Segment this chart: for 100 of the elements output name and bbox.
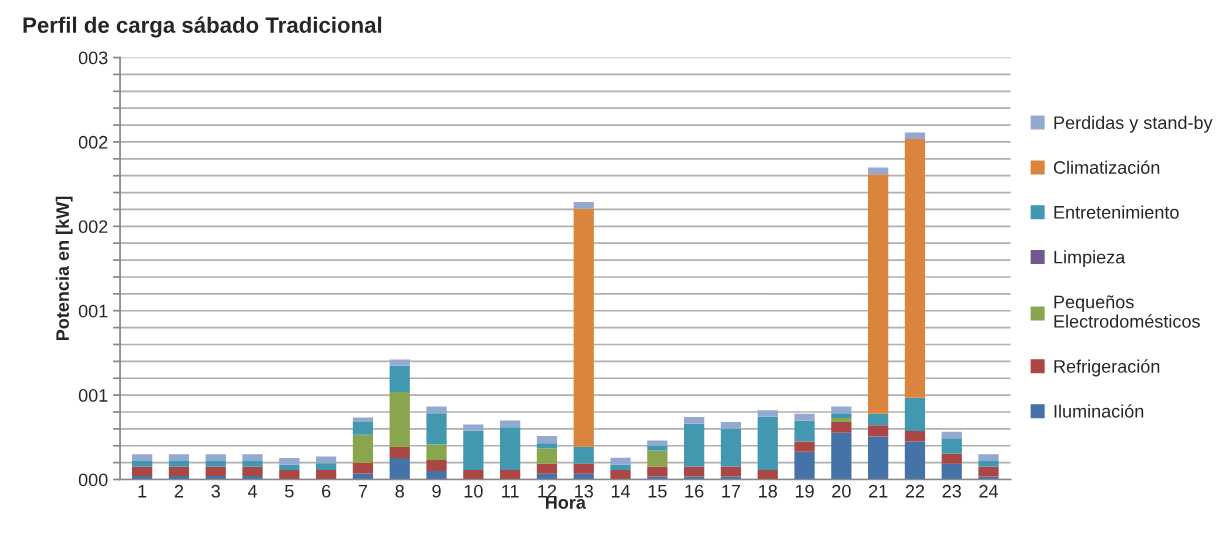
legend-label: Refrigeración	[1054, 359, 1160, 377]
x-tick-label: 21	[869, 484, 888, 498]
x-tick-label: 8	[395, 484, 404, 498]
bar	[132, 454, 153, 461]
bar	[941, 453, 962, 464]
x-tick-label: 17	[722, 485, 741, 498]
bar	[279, 464, 300, 470]
x-tick-label: 7	[358, 485, 368, 498]
x-tick-label: 12	[538, 484, 557, 498]
bar	[536, 436, 558, 444]
bar	[316, 463, 337, 470]
bar	[352, 462, 374, 474]
bar	[610, 457, 631, 465]
bar	[168, 466, 190, 477]
bar	[500, 469, 521, 480]
bar	[941, 438, 962, 454]
bar	[904, 139, 926, 398]
bar	[426, 470, 447, 480]
bar	[720, 476, 742, 480]
x-tick-label: 19	[795, 484, 814, 498]
bar	[794, 451, 815, 480]
bar	[463, 430, 484, 470]
y-tick-label: 001	[78, 389, 108, 402]
bar	[868, 425, 889, 437]
bar	[904, 132, 926, 140]
bar	[978, 454, 999, 462]
bar	[684, 476, 705, 480]
bar	[242, 460, 263, 467]
bar	[242, 476, 263, 480]
bar	[463, 469, 484, 480]
bar	[904, 441, 926, 480]
bar	[426, 406, 447, 414]
bar	[794, 420, 815, 442]
bar	[904, 397, 926, 432]
x-tick-label: 15	[648, 485, 667, 498]
bar	[610, 464, 631, 470]
y-axis-title: Potencia en [kW]	[55, 196, 73, 341]
bar	[868, 413, 889, 426]
x-tick-label: 16	[685, 484, 704, 498]
bar	[647, 440, 668, 446]
bar	[463, 424, 484, 431]
legend-label: Climatización	[1053, 160, 1160, 174]
bar	[536, 448, 558, 464]
bar	[352, 417, 374, 423]
x-tick-label: 22	[905, 484, 925, 498]
bar	[389, 359, 410, 366]
bar	[426, 460, 447, 471]
chart-title: Perfil de carga sábado Tradicional	[23, 16, 382, 38]
bar	[684, 417, 705, 424]
x-tick-label: 23	[942, 484, 961, 498]
x-tick-label: 13	[575, 484, 593, 498]
bar	[205, 460, 226, 467]
x-tick-label: 4	[247, 485, 258, 498]
bar	[500, 420, 521, 428]
bar	[316, 456, 337, 464]
bar	[352, 434, 374, 463]
bar	[205, 454, 226, 461]
bar	[389, 392, 410, 448]
x-tick-label: 6	[322, 484, 331, 498]
bar	[794, 413, 815, 421]
bar	[536, 463, 558, 474]
bar	[132, 466, 153, 477]
bar	[941, 463, 962, 480]
x-tick-label: 2	[174, 484, 184, 498]
y-tick-label: 002	[78, 220, 108, 234]
x-tick-label: 24	[979, 484, 999, 498]
bar	[978, 461, 999, 467]
y-tick-label: 001	[78, 304, 108, 318]
bar	[573, 446, 594, 464]
bar	[500, 427, 521, 470]
bar	[978, 476, 999, 480]
bar	[573, 208, 594, 447]
y-tick-label: 000	[78, 473, 108, 487]
bar	[573, 463, 594, 474]
bar	[684, 423, 705, 467]
bar	[757, 469, 778, 480]
x-tick-label: 11	[502, 485, 519, 498]
x-tick-label: 18	[759, 484, 777, 498]
bar	[279, 458, 300, 465]
bar	[831, 422, 852, 433]
x-tick-label: 9	[432, 484, 441, 498]
x-tick-label: 14	[611, 485, 631, 498]
bar	[573, 202, 594, 209]
bar	[389, 457, 410, 480]
legend-label: Entretenimiento	[1054, 205, 1179, 219]
bar	[610, 469, 631, 480]
x-axis-title: Hora	[545, 496, 587, 509]
bar	[352, 422, 374, 435]
bar	[868, 436, 889, 480]
bar	[426, 413, 447, 445]
bar	[279, 469, 300, 480]
x-tick-label: 20	[832, 484, 851, 498]
bar	[831, 406, 852, 414]
bar	[794, 441, 815, 452]
bar	[720, 428, 742, 467]
legend-label: Iluminación	[1054, 404, 1144, 418]
bar	[720, 422, 742, 429]
bar	[757, 416, 778, 470]
bar	[426, 444, 447, 461]
x-tick-label: 1	[138, 485, 147, 498]
